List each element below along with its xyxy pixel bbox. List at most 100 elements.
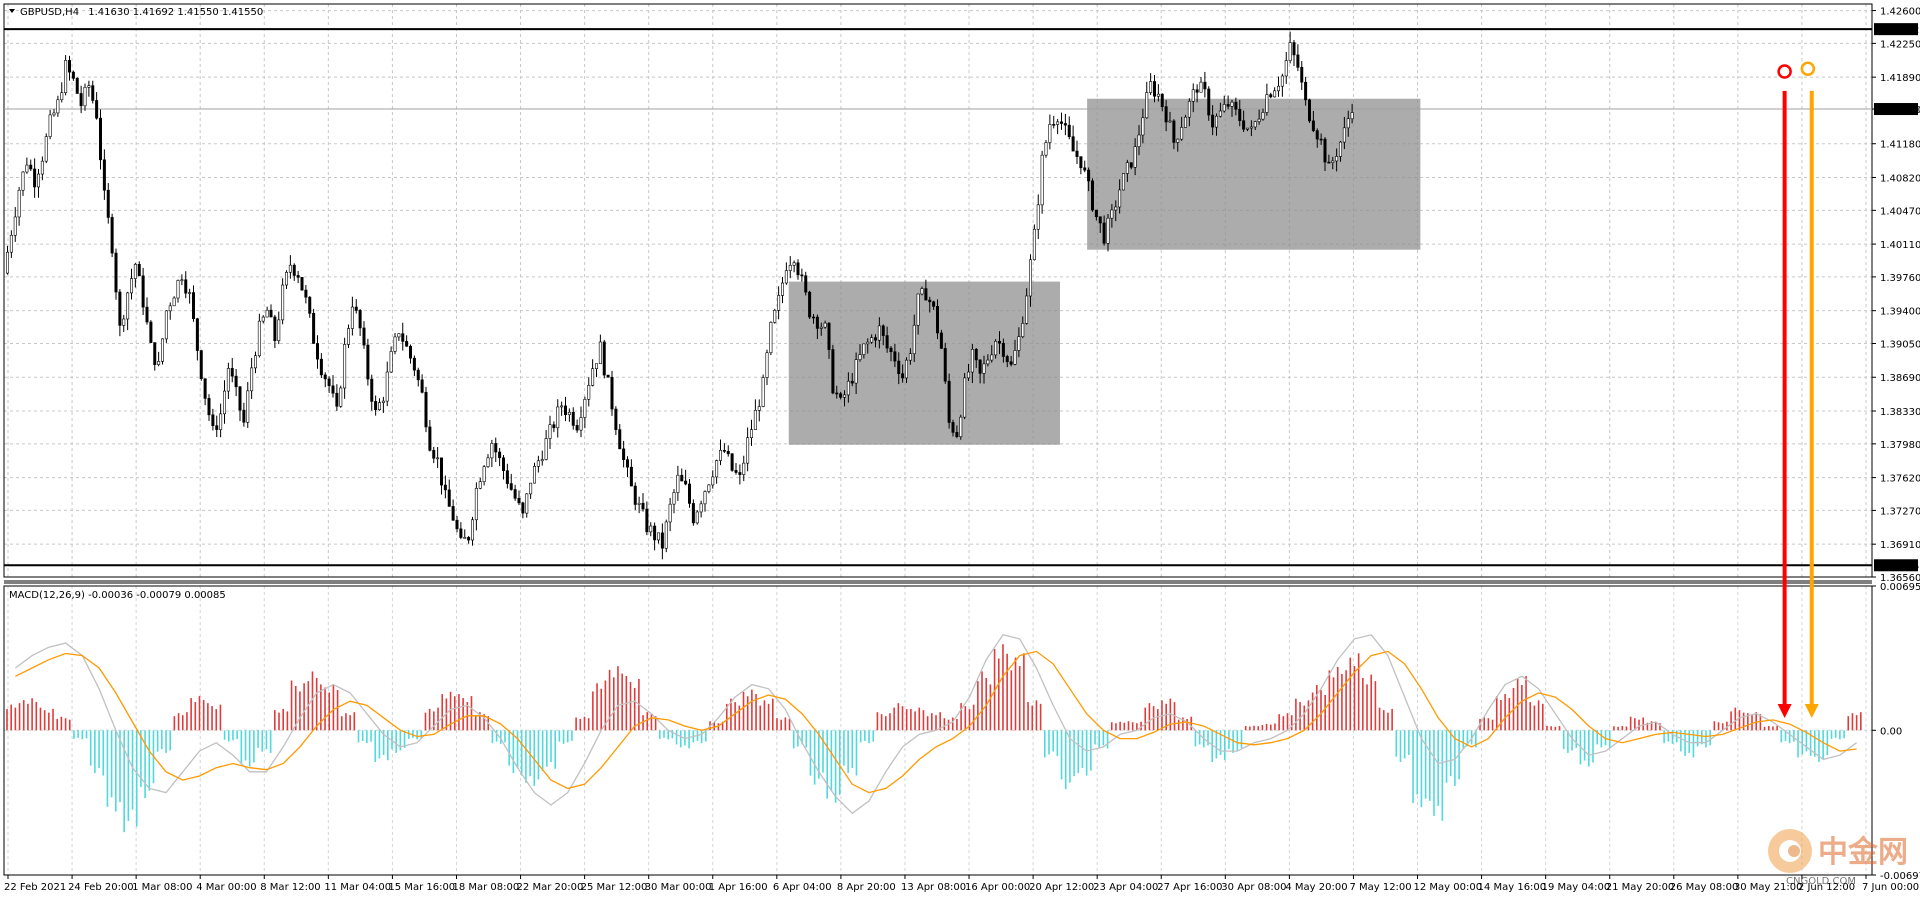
price-tick-label: 1.39050 [1880, 339, 1920, 350]
time-tick-label: 1 Mar 08:00 [132, 882, 192, 893]
candle-body [176, 280, 180, 299]
candle-body [711, 476, 715, 486]
candle-body [366, 344, 370, 380]
candle-body [161, 338, 165, 362]
candle-body [95, 100, 99, 119]
candle-body [986, 359, 990, 365]
candle-body [800, 274, 804, 277]
candle-body [839, 393, 843, 398]
candle-body [536, 460, 540, 467]
time-tick-label: 11 Mar 04:00 [324, 882, 391, 893]
candle-body [447, 489, 451, 507]
candle-body [718, 449, 722, 461]
candle-body [474, 487, 478, 521]
candle-body [1063, 123, 1067, 126]
candle-body [591, 368, 595, 386]
candle-body [1269, 94, 1273, 98]
candle-body [916, 293, 920, 326]
candle-body [637, 502, 641, 505]
time-tick-label: 30 May 21:00 [1734, 882, 1803, 893]
candle-body [687, 483, 691, 504]
candle-body [296, 275, 300, 278]
candle-body [1091, 180, 1095, 211]
candle-body [784, 270, 788, 284]
level-price-label: 1.41550 [1878, 105, 1919, 116]
candle-body [901, 373, 905, 379]
candle-body [501, 457, 505, 471]
candle-body [924, 288, 928, 301]
candle-body [858, 354, 862, 360]
candle-body [1114, 206, 1118, 211]
candle-body [808, 291, 812, 318]
candle-body [339, 387, 343, 407]
candle-body [126, 292, 130, 320]
candle-body [269, 309, 273, 318]
time-tick-label: 7 May 12:00 [1349, 882, 1411, 893]
pane-separator[interactable] [4, 580, 1872, 584]
candle-body [56, 99, 60, 114]
candle-body [381, 400, 385, 403]
price-tick-label: 1.39760 [1880, 273, 1920, 284]
candle-body [1184, 116, 1188, 128]
candle-body [319, 358, 323, 376]
time-tick-label: 30 Apr 08:00 [1221, 882, 1286, 893]
candle-body [1249, 126, 1253, 129]
candle-body [920, 288, 924, 295]
candle-body [563, 405, 567, 416]
dropdown-triangle-icon[interactable] [9, 9, 15, 13]
candle-body [668, 503, 672, 523]
candles [6, 31, 1354, 560]
candle-body [780, 282, 784, 296]
candle-body [641, 502, 645, 510]
candle-body [424, 392, 428, 428]
candle-body [6, 251, 10, 274]
candle-body [614, 408, 618, 430]
candle-body [827, 322, 831, 350]
candle-body [64, 60, 68, 93]
macd-histogram [6, 644, 1862, 833]
candle-body [1017, 336, 1021, 351]
level-price-tag [1874, 103, 1918, 116]
candle-body [432, 450, 436, 459]
price-tick-label: 1.41180 [1880, 140, 1920, 151]
candle-body [1071, 136, 1075, 152]
candle-body [571, 411, 575, 426]
price-tick-label: 1.39400 [1880, 307, 1920, 318]
candle-body [463, 537, 467, 539]
candle-body [633, 485, 637, 505]
candle-body [1288, 42, 1292, 61]
candle-body [1311, 120, 1315, 131]
candle-body [788, 264, 792, 271]
candle-body [1265, 94, 1269, 113]
candle-body [602, 341, 606, 376]
candle-body [846, 380, 850, 396]
candle-body [331, 385, 335, 394]
candle-body [1350, 112, 1354, 120]
candle-body [842, 394, 846, 398]
candle-body [1110, 209, 1114, 219]
candle-body [168, 305, 172, 312]
candle-body [749, 429, 753, 439]
candle-body [1056, 121, 1060, 125]
candle-body [943, 348, 947, 382]
candle-body [1052, 124, 1056, 126]
candle-body [1242, 120, 1246, 130]
candle-body [811, 316, 815, 319]
candle-body [1060, 121, 1064, 124]
candle-body [75, 78, 79, 94]
candle-body [928, 299, 932, 303]
candle-body [292, 264, 296, 276]
candle-body [854, 359, 858, 384]
candle-body [529, 482, 533, 495]
candle-body [567, 411, 571, 416]
candle-body [401, 333, 405, 342]
candle-body [951, 422, 955, 433]
candle-body [1156, 93, 1160, 97]
candle-body [246, 390, 250, 423]
candle-body [9, 234, 13, 253]
candle-body [1087, 169, 1091, 182]
candle-body [1230, 101, 1234, 107]
candle-body [1029, 259, 1033, 297]
candle-body [575, 425, 579, 431]
candle-body [912, 324, 916, 355]
